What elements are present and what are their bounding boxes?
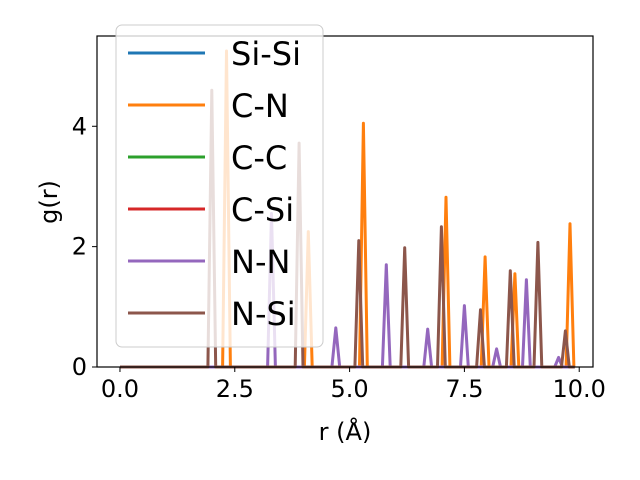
legend-label: C-N: [231, 87, 289, 125]
x-tick-label: 2.5: [216, 375, 254, 403]
y-tick-label: 4: [72, 112, 87, 140]
plot-frame: [96, 35, 594, 368]
legend-label: C-Si: [231, 191, 294, 229]
x-tick-label: 7.5: [445, 375, 483, 403]
y-tick-label: 2: [72, 233, 87, 261]
x-tick-label: 0.0: [101, 375, 139, 403]
y-tick-label: 0: [72, 353, 87, 381]
legend-label: N-Si: [231, 295, 296, 333]
legend-label: C-C: [231, 139, 287, 177]
legend: Si-Si C-N C-C C-Si N-N N-Si: [115, 24, 324, 348]
x-tick-label: 10.0: [553, 375, 606, 403]
x-tick-label: 5.0: [331, 375, 369, 403]
legend-label: Si-Si: [231, 35, 301, 73]
ticks-layer: 0.0 2.5 5.0 7.5 10.0 0 2 4: [72, 112, 606, 403]
y-axis-label: g(r): [35, 180, 63, 224]
x-axis-label: r (Å): [319, 417, 372, 446]
legend-label: N-N: [231, 243, 290, 281]
